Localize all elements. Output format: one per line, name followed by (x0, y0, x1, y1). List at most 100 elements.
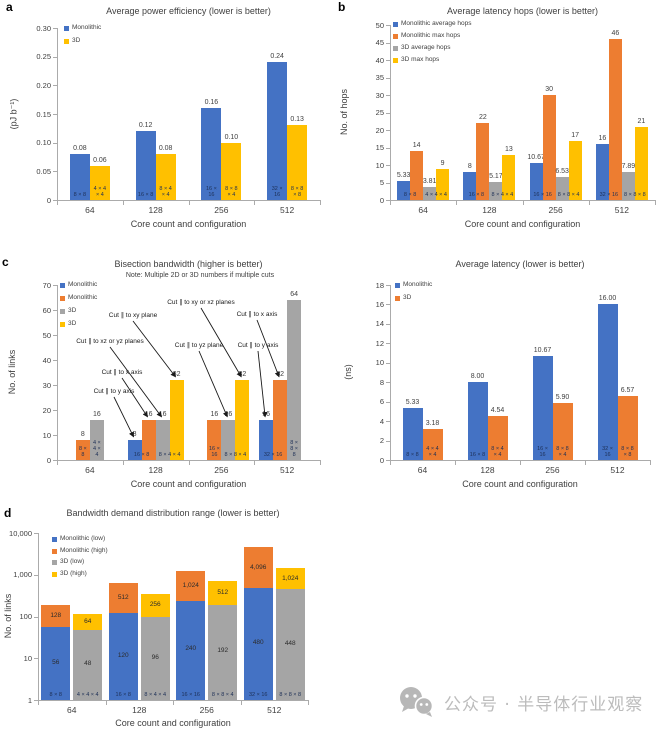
segment-value-label: 48 (84, 659, 92, 667)
legend-label: 3D average hops (401, 44, 451, 51)
yellow-bar (89, 165, 110, 200)
x-tick (105, 701, 107, 705)
value-label: 6.57 (620, 387, 635, 395)
y-tick (386, 182, 390, 184)
blue-bar (463, 172, 477, 200)
y-tick-label: 0 (379, 195, 384, 205)
gray-bar (287, 300, 302, 460)
yellow-bar (221, 142, 242, 200)
blue-bar (267, 62, 288, 200)
orange-bar (141, 420, 156, 460)
x-tick (173, 701, 174, 705)
legend-swatch (52, 571, 57, 577)
y-tick-label: 0.20 (36, 80, 51, 90)
config-label: 8 × 8 × 4 (557, 192, 580, 198)
gray-bar (89, 420, 104, 460)
chart-title: Average power efficiency (lower is bette… (106, 6, 271, 16)
blue-bar (532, 356, 553, 460)
value-label: 5.17 (489, 172, 503, 180)
y-tick (53, 335, 57, 336)
blue-bar-segment (243, 588, 273, 700)
legend-label: Monolithic (68, 281, 98, 288)
config-label: 8 × 8 (49, 692, 62, 698)
value-label: 8 (132, 431, 137, 438)
config-label: 8 × 4 × 4 (491, 446, 504, 458)
x-tick (308, 701, 309, 705)
panel-letter-c: c (2, 255, 9, 269)
category-label: 256 (214, 205, 229, 215)
x-axis (57, 200, 321, 201)
x-tick (38, 701, 39, 705)
legend-label: Monolithic (high) (60, 546, 108, 554)
config-label: 16 × 16 (205, 186, 217, 198)
legend-label: 3D (68, 307, 77, 314)
blue-bar (201, 108, 222, 200)
value-label: 0.12 (138, 122, 153, 130)
y-tick (386, 165, 390, 166)
value-label: 14 (412, 142, 421, 149)
y-tick-label: 35 (375, 73, 384, 82)
chart-title: Average latency hops (lower is better) (447, 6, 598, 16)
legend-label: 3D (68, 320, 77, 327)
y-axis-title: No. of links (7, 349, 17, 395)
blue-bar (402, 408, 423, 460)
config-label: 16 × 8 (469, 452, 486, 458)
x-tick (57, 461, 58, 465)
config-label: 32 × 16 (271, 186, 283, 198)
segment-value-label: 56 (52, 658, 60, 666)
x-axis-title: Core count and configuration (115, 718, 231, 728)
y-tick-label: 18 (375, 280, 384, 290)
legend-label: Monolithic average hops (401, 20, 472, 27)
y-tick (386, 304, 390, 306)
x-tick (122, 201, 124, 205)
config-label: 16 × 16 (208, 446, 220, 458)
config-label: 16 × 16 (537, 446, 548, 458)
value-label: 6.53 (555, 168, 569, 176)
value-label: 8 (80, 431, 85, 438)
value-label: 0.13 (290, 116, 304, 124)
value-label: 4.54 (490, 406, 505, 414)
orange-bar (487, 415, 508, 460)
annotation-label: Cut ∥ to xz or yz planes (76, 338, 144, 345)
yellow-bar (155, 154, 176, 200)
yellow-bar (436, 168, 450, 200)
y-tick (386, 95, 390, 96)
value-label: 0.10 (224, 133, 239, 141)
value-label: 0.08 (73, 145, 87, 153)
wechat-icon (400, 687, 434, 717)
x-tick (57, 201, 58, 205)
panel-c2: Average latency (lower is better) (ns) C… (330, 255, 660, 500)
y-tick (53, 285, 57, 286)
orange-bar (552, 402, 573, 460)
config-label: 4 × 4 × 4 (93, 186, 107, 198)
segment-value-label: 64 (84, 618, 92, 626)
y-tick (386, 42, 390, 44)
y-tick (386, 362, 390, 364)
panel-c1: c Bisection bandwidth (higher is better)… (0, 255, 330, 500)
segment-value-label: 96 (151, 653, 159, 661)
value-label: 17 (571, 131, 580, 139)
blue-bar-segment (108, 613, 138, 700)
y-tick-label: 10 (42, 430, 51, 440)
y-tick (386, 440, 390, 442)
panel-d: d Bandwidth demand distribution range (l… (0, 500, 430, 736)
config-label: 8 × 4 × 4 (144, 692, 167, 698)
category-label: 512 (280, 465, 295, 475)
value-label: 0.24 (270, 53, 284, 61)
y-tick (386, 130, 390, 131)
legend-swatch (52, 560, 57, 565)
y-tick-label: 0 (379, 455, 384, 465)
value-label: 16 (92, 411, 101, 418)
legend-swatch (395, 296, 400, 301)
segment-value-label: 240 (185, 645, 197, 653)
x-tick (588, 201, 590, 205)
blue-bar (595, 144, 609, 200)
annotation-label: Cut ∥ to xy plane (108, 312, 158, 319)
config-label: 8 × 8 (403, 192, 417, 198)
y-tick-label: 70 (42, 280, 51, 290)
y-tick (386, 460, 390, 461)
config-label: 32 × 16 (263, 452, 283, 458)
config-label: 32 × 16 (599, 192, 619, 198)
config-label: 8 × 8 × 8 (621, 446, 634, 458)
x-axis-title: Core count and configuration (130, 219, 247, 229)
